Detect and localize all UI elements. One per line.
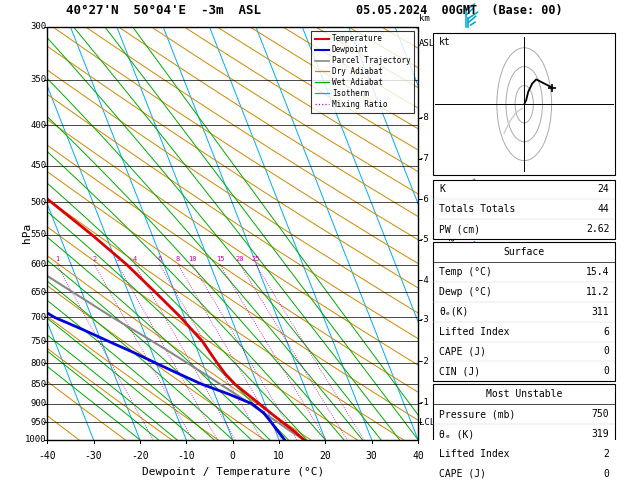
Text: Surface: Surface [504, 247, 545, 257]
Text: -6: -6 [419, 195, 430, 204]
Text: CIN (J): CIN (J) [439, 366, 480, 376]
Text: 15.4: 15.4 [586, 267, 610, 277]
Bar [433, 384, 615, 486]
Text: 0: 0 [604, 366, 610, 376]
Text: km: km [419, 14, 430, 22]
Text: 10: 10 [189, 257, 197, 262]
Text: 0: 0 [230, 451, 236, 461]
Text: 550: 550 [30, 230, 47, 239]
Text: 24: 24 [598, 185, 610, 194]
Text: ASL: ASL [419, 39, 435, 48]
Text: Totals Totals: Totals Totals [439, 204, 515, 214]
Text: 0: 0 [604, 347, 610, 356]
Text: 11.2: 11.2 [586, 287, 610, 297]
Text: 15: 15 [216, 257, 225, 262]
Text: 750: 750 [30, 337, 47, 346]
Text: 300: 300 [30, 22, 47, 31]
Text: 311: 311 [592, 307, 610, 317]
Text: 30: 30 [366, 451, 377, 461]
Text: 6: 6 [604, 327, 610, 337]
Text: hPa: hPa [22, 223, 32, 243]
Text: 44: 44 [598, 204, 610, 214]
Text: -30: -30 [85, 451, 103, 461]
Text: PW (cm): PW (cm) [439, 224, 480, 234]
Text: 25: 25 [252, 257, 260, 262]
Text: Lifted Index: Lifted Index [439, 327, 509, 337]
Text: 700: 700 [30, 313, 47, 322]
Text: 2.62: 2.62 [586, 224, 610, 234]
Text: kt: kt [439, 37, 451, 47]
Text: 850: 850 [30, 380, 47, 389]
Text: 2: 2 [92, 257, 97, 262]
Text: K: K [439, 185, 445, 194]
Text: θₑ (K): θₑ (K) [439, 429, 474, 439]
Text: -2: -2 [419, 357, 430, 365]
Text: Dewpoint / Temperature (°C): Dewpoint / Temperature (°C) [142, 467, 324, 477]
Text: 20: 20 [236, 257, 244, 262]
Text: 900: 900 [30, 399, 47, 408]
Text: 40: 40 [412, 451, 424, 461]
Text: 1000: 1000 [25, 435, 47, 444]
Text: -10: -10 [177, 451, 195, 461]
Text: © weatheronline.co.uk: © weatheronline.co.uk [465, 427, 577, 436]
Text: Lifted Index: Lifted Index [439, 449, 509, 459]
Text: 500: 500 [30, 197, 47, 207]
Text: 750: 750 [592, 409, 610, 419]
Text: Dewp (°C): Dewp (°C) [439, 287, 492, 297]
Text: 2: 2 [604, 449, 610, 459]
Text: -4: -4 [419, 276, 430, 285]
Text: -5: -5 [419, 235, 430, 244]
Text: LCL: LCL [419, 418, 435, 427]
Text: CAPE (J): CAPE (J) [439, 469, 486, 479]
Text: 350: 350 [30, 75, 47, 84]
Bar [433, 180, 615, 239]
Text: 600: 600 [30, 260, 47, 269]
Text: Mixing Ratio (g/kg): Mixing Ratio (g/kg) [448, 186, 457, 281]
Text: 0: 0 [604, 469, 610, 479]
Text: 6: 6 [158, 257, 162, 262]
Text: 8: 8 [176, 257, 180, 262]
Text: 3: 3 [116, 257, 120, 262]
Text: 1: 1 [55, 257, 59, 262]
Text: -8: -8 [419, 113, 430, 122]
Text: 05.05.2024  00GMT  (Base: 00): 05.05.2024 00GMT (Base: 00) [356, 4, 562, 17]
Text: 40°27'N  50°04'E  -3m  ASL: 40°27'N 50°04'E -3m ASL [66, 4, 261, 17]
Text: 650: 650 [30, 288, 47, 296]
Bar [433, 33, 615, 175]
Text: -40: -40 [38, 451, 56, 461]
Text: Most Unstable: Most Unstable [486, 389, 562, 399]
Legend: Temperature, Dewpoint, Parcel Trajectory, Dry Adiabat, Wet Adiabat, Isotherm, Mi: Temperature, Dewpoint, Parcel Trajectory… [311, 31, 415, 113]
Text: 800: 800 [30, 359, 47, 368]
Text: Pressure (mb): Pressure (mb) [439, 409, 515, 419]
Text: 4: 4 [133, 257, 137, 262]
Text: 20: 20 [320, 451, 331, 461]
Text: θₑ(K): θₑ(K) [439, 307, 469, 317]
Text: -3: -3 [419, 315, 430, 324]
Text: Temp (°C): Temp (°C) [439, 267, 492, 277]
Text: 319: 319 [592, 429, 610, 439]
Bar [433, 243, 615, 381]
Text: -20: -20 [131, 451, 148, 461]
Text: 950: 950 [30, 418, 47, 427]
Text: 400: 400 [30, 121, 47, 130]
Text: CAPE (J): CAPE (J) [439, 347, 486, 356]
Text: -1: -1 [419, 399, 430, 407]
Text: 10: 10 [273, 451, 285, 461]
Text: 450: 450 [30, 161, 47, 171]
Text: -7: -7 [419, 155, 430, 163]
